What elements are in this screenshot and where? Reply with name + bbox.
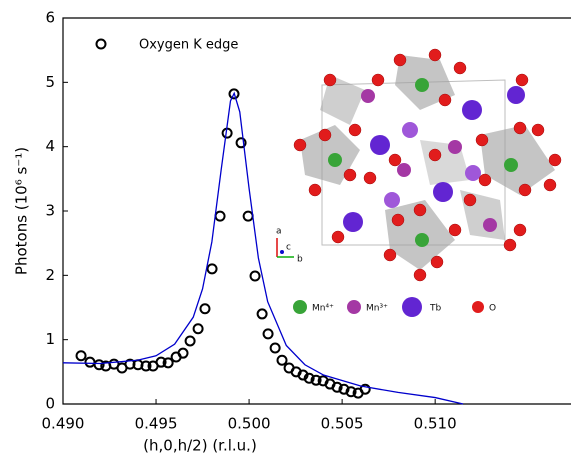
data-point [269,342,281,354]
data-point [359,383,371,395]
y-tick-label: 2 [45,266,55,284]
x-tick-label: 0.505 [321,415,364,433]
data-point [242,210,254,222]
data-point [84,356,96,368]
data-point [140,360,152,372]
inset-legend-label: Mn⁴⁺ [312,304,334,314]
data-point [93,359,105,371]
tb-atom [462,100,482,120]
data-point [297,369,309,381]
tb-atom [433,182,453,202]
x-tick-label: 0.500 [228,415,271,433]
data-point [184,335,196,347]
data-point [276,354,288,366]
inset-legend-label: Mn³⁺ [366,304,388,314]
tb-atom [384,192,400,208]
data-point [310,374,322,386]
data-point [331,381,343,393]
data-point [214,210,226,222]
data-point [228,88,240,100]
crystal-inset: a c b Mn⁴⁺ Mn³⁺ Tb O [276,48,562,317]
y-axis-label: Photons (10⁶ s⁻¹) [13,147,31,275]
data-point [345,386,357,398]
inset-legend-label: Tb [429,304,441,314]
data-point [199,303,211,315]
octahedron [480,125,555,195]
data-point [162,357,174,369]
x-axis-label: (h,0,h/2) (r.l.u.) [143,437,257,455]
mn4-atom [415,233,429,247]
x-tick-label: 0.510 [414,415,457,433]
mn3-atom [448,140,462,154]
data-point [192,323,204,335]
octahedron [320,75,365,125]
data-point [338,383,350,395]
fit-line [62,91,464,405]
inset-axis-label: a [276,227,282,237]
data-point [303,372,315,384]
data-point [177,347,189,359]
y-tick-label: 4 [45,137,55,155]
tb-atom [370,135,390,155]
y-tick-label: 1 [45,330,55,348]
axis-c [280,250,284,254]
inset-axis-label: b [297,255,303,265]
mn4-atom [328,153,342,167]
legend-marker [95,38,107,50]
mn3-atom [483,218,497,232]
inset-axis-label: c [286,243,291,253]
mn4-atom [504,158,518,172]
inset-legend-marker [472,301,484,313]
data-point [256,308,268,320]
mn3-atom [361,89,375,103]
data-point [235,137,247,149]
x-tick-label: 0.495 [135,415,178,433]
x-tick-label: 0.490 [42,415,85,433]
data-point [75,350,87,362]
legend-label: Oxygen K edge [139,38,238,53]
tb-atom [465,165,481,181]
o-atoms [293,48,562,282]
tb-atom [507,86,525,104]
y-tick-label: 0 [45,395,55,413]
octahedron [420,140,470,185]
y-tick-label: 3 [45,202,55,220]
y-tick-label: 6 [45,9,55,27]
data-point [262,328,274,340]
data-point [249,270,261,282]
inset-legend-marker [293,300,307,314]
mn3-atom [397,163,411,177]
tb-atom [402,122,418,138]
inset-legend-marker [347,300,361,314]
data-point [206,263,218,275]
inset-legend-marker [402,297,422,317]
mn4-atom [415,78,429,92]
y-tick-label: 5 [45,73,55,91]
octahedron [300,125,360,185]
tb-atom [343,212,363,232]
inset-legend-label: O [489,304,496,314]
data-point [155,356,167,368]
